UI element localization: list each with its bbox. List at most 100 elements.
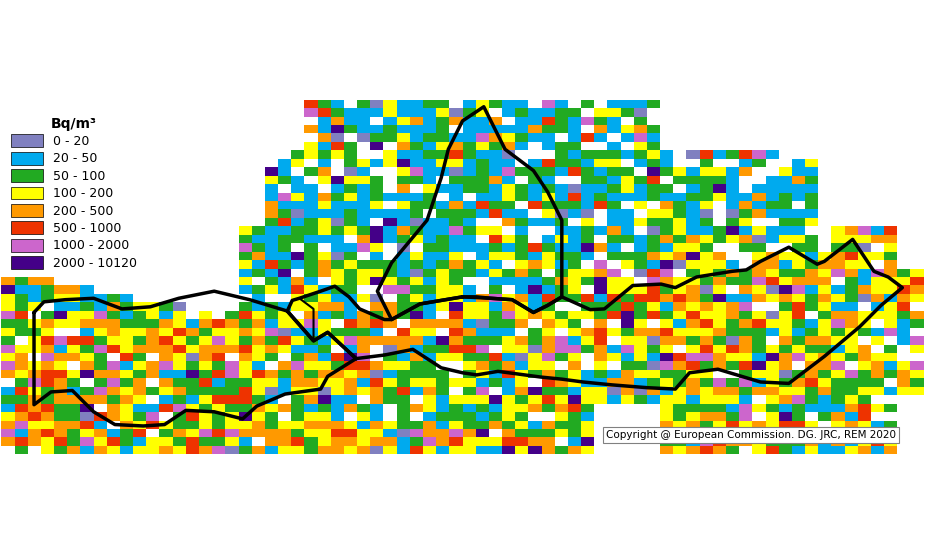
Bar — [278, 378, 291, 387]
Bar — [581, 269, 594, 277]
Bar — [159, 438, 173, 446]
Bar — [752, 345, 766, 353]
Bar — [779, 218, 792, 227]
Bar — [581, 370, 594, 378]
Bar — [173, 412, 186, 420]
Bar — [437, 294, 450, 302]
Bar — [541, 285, 555, 294]
Bar — [252, 260, 265, 269]
Bar — [699, 387, 713, 395]
Bar — [739, 159, 752, 167]
Bar — [845, 243, 857, 252]
Bar — [291, 176, 304, 184]
Bar — [437, 387, 450, 395]
Bar — [146, 404, 159, 412]
Bar — [54, 285, 68, 294]
Bar — [594, 193, 608, 201]
Bar — [239, 404, 252, 412]
Bar — [699, 235, 713, 243]
Bar — [515, 319, 528, 327]
Bar — [423, 134, 437, 142]
Bar — [792, 446, 805, 454]
Bar — [555, 412, 568, 420]
Bar — [766, 438, 779, 446]
Bar — [884, 446, 897, 454]
Bar — [713, 327, 726, 336]
Bar — [304, 353, 317, 361]
Bar — [752, 193, 766, 201]
Bar — [832, 327, 845, 336]
Bar — [660, 150, 673, 159]
Bar — [384, 159, 397, 167]
Bar — [647, 353, 660, 361]
Bar — [384, 446, 397, 454]
Bar — [475, 100, 488, 108]
Bar — [437, 134, 450, 142]
Bar — [120, 327, 133, 336]
Bar — [331, 429, 344, 438]
Bar — [488, 134, 502, 142]
Bar — [621, 370, 634, 378]
Bar — [502, 108, 515, 116]
Bar — [450, 108, 462, 116]
Bar — [634, 235, 647, 243]
Bar — [594, 184, 608, 193]
Bar — [265, 302, 278, 311]
Bar — [634, 327, 647, 336]
Bar — [2, 311, 15, 319]
Bar — [410, 201, 423, 209]
Bar — [331, 108, 344, 116]
Bar — [252, 378, 265, 387]
Bar — [792, 235, 805, 243]
Bar — [766, 387, 779, 395]
Bar — [752, 361, 766, 370]
Bar — [397, 327, 410, 336]
Bar — [621, 150, 634, 159]
Bar — [857, 327, 871, 336]
Bar — [384, 269, 397, 277]
Bar — [555, 209, 568, 218]
Bar — [357, 159, 370, 167]
Bar — [54, 361, 68, 370]
Bar — [752, 227, 766, 235]
Bar — [68, 412, 80, 420]
Bar — [450, 294, 462, 302]
Bar — [819, 404, 832, 412]
Bar — [488, 184, 502, 193]
Bar — [739, 311, 752, 319]
Bar — [239, 227, 252, 235]
Bar — [792, 218, 805, 227]
Bar — [304, 420, 317, 429]
Bar — [739, 269, 752, 277]
Bar — [857, 387, 871, 395]
Bar — [423, 361, 437, 370]
Bar — [779, 345, 792, 353]
Bar — [686, 150, 699, 159]
Bar — [450, 412, 462, 420]
Bar — [317, 252, 331, 260]
Bar — [845, 269, 857, 277]
Bar — [541, 142, 555, 150]
Bar — [159, 370, 173, 378]
Bar — [278, 201, 291, 209]
Bar — [568, 446, 581, 454]
Bar — [766, 150, 779, 159]
Bar — [475, 167, 488, 176]
Bar — [80, 327, 93, 336]
Bar — [80, 294, 93, 302]
Bar — [106, 302, 120, 311]
Bar — [252, 327, 265, 336]
Bar — [792, 327, 805, 336]
Bar — [28, 327, 41, 336]
Bar — [54, 294, 68, 302]
Bar — [462, 167, 475, 176]
Bar — [726, 412, 739, 420]
Bar — [673, 201, 686, 209]
Bar — [608, 345, 621, 353]
Bar — [555, 243, 568, 252]
Bar — [502, 193, 515, 201]
Bar — [80, 395, 93, 404]
Bar — [779, 412, 792, 420]
Bar — [252, 227, 265, 235]
Bar — [68, 429, 80, 438]
